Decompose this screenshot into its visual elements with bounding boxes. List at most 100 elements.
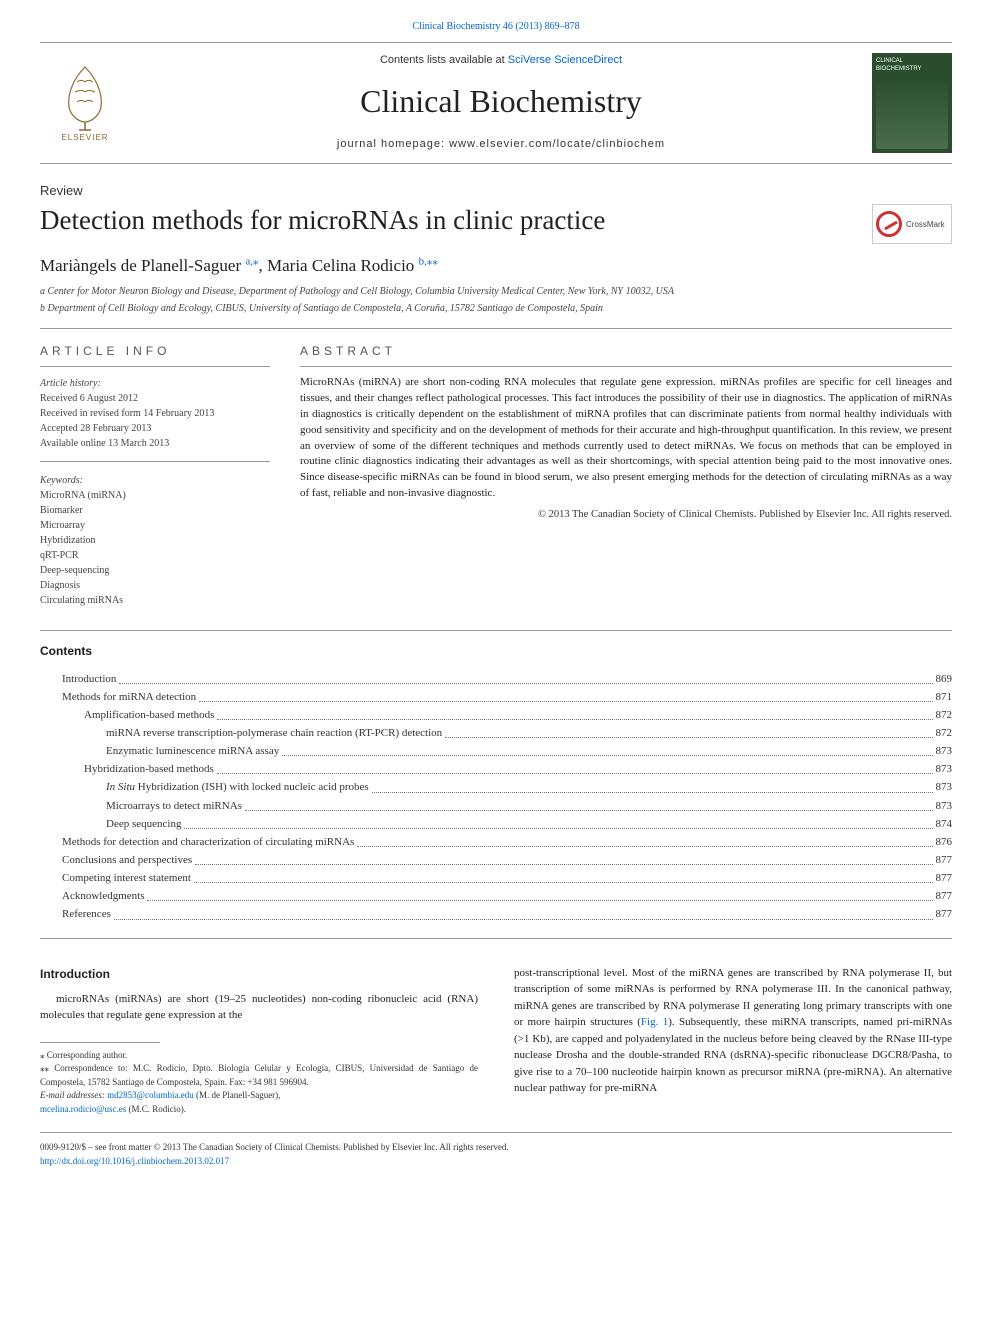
keyword: Circulating miRNAs (40, 593, 270, 608)
toc-title: Methods for miRNA detection (62, 688, 196, 706)
toc-dots (217, 760, 933, 774)
toc-page: 873 (936, 742, 953, 760)
article-title: Detection methods for microRNAs in clini… (40, 204, 852, 238)
email-1[interactable]: md2853@columbia.edu (107, 1090, 194, 1100)
affiliation-b: b Department of Cell Biology and Ecology… (40, 301, 952, 316)
footer-doi[interactable]: http://dx.doi.org/10.1016/j.clinbiochem.… (40, 1156, 229, 1166)
toc-dots (199, 688, 932, 702)
toc-title: Acknowledgments (62, 887, 144, 905)
running-citation: Clinical Biochemistry 46 (2013) 869–878 (40, 20, 952, 34)
toc-dots (195, 851, 932, 865)
toc-title: Competing interest statement (62, 869, 191, 887)
journal-name: Clinical Biochemistry (144, 79, 858, 124)
contents-available: Contents lists available at SciVerse Sci… (144, 53, 858, 68)
keyword: Deep-sequencing (40, 563, 270, 578)
toc-entry[interactable]: miRNA reverse transcription-polymerase c… (40, 724, 952, 742)
toc-title: Methods for detection and characterizati… (62, 833, 354, 851)
toc-title: miRNA reverse transcription-polymerase c… (106, 724, 442, 742)
fig-1-ref[interactable]: Fig. 1 (641, 1016, 668, 1028)
intro-heading: Introduction (40, 965, 478, 983)
toc-entry[interactable]: References877 (40, 905, 952, 923)
toc-title: Microarrays to detect miRNAs (106, 797, 242, 815)
toc-page: 872 (936, 706, 953, 724)
elsevier-logo: ELSEVIER (40, 53, 130, 153)
toc-dots (445, 724, 932, 738)
article-info-label: article info (40, 343, 270, 360)
keyword: qRT-PCR (40, 548, 270, 563)
history-received: Received 6 August 2012 (40, 391, 270, 406)
keyword: Biomarker (40, 503, 270, 518)
toc-title: Deep sequencing (106, 815, 181, 833)
keyword: Hybridization (40, 533, 270, 548)
abstract-copyright: © 2013 The Canadian Society of Clinical … (300, 508, 952, 523)
keyword: MicroRNA (miRNA) (40, 488, 270, 503)
toc-page: 869 (936, 670, 953, 688)
toc-dots (372, 778, 933, 792)
toc-page: 874 (936, 815, 953, 833)
toc-dots (217, 706, 932, 720)
journal-cover-thumb: CLINICAL BIOCHEMISTRY (872, 53, 952, 153)
journal-header: ELSEVIER Contents lists available at Sci… (40, 42, 952, 164)
footnote-corr2: ⁎⁎ Correspondence to: M.C. Rodicio, Dpto… (40, 1062, 478, 1089)
homepage-label: journal homepage: (337, 138, 449, 150)
author-line: Mariàngels de Planell-Saguer a,⁎, Maria … (40, 254, 952, 278)
toc-page: 873 (936, 797, 953, 815)
toc-dots (357, 833, 932, 847)
toc-entry[interactable]: Microarrays to detect miRNAs 873 (40, 797, 952, 815)
toc-entry[interactable]: Introduction 869 (40, 670, 952, 688)
toc-title: References (62, 905, 111, 923)
toc-entry[interactable]: Competing interest statement 877 (40, 869, 952, 887)
toc-dots (282, 742, 932, 756)
toc-title: Enzymatic luminescence miRNA assay (106, 742, 279, 760)
article-info-col: article info Article history: Received 6… (40, 343, 270, 608)
crossmark-badge[interactable]: CrossMark (872, 204, 952, 244)
toc-entry[interactable]: Amplification-based methods872 (40, 706, 952, 724)
toc-page: 872 (936, 724, 953, 742)
toc-entry[interactable]: Hybridization-based methods 873 (40, 760, 952, 778)
toc-entry[interactable]: Deep sequencing 874 (40, 815, 952, 833)
toc-dots (184, 815, 932, 829)
toc-dots (119, 670, 932, 684)
email-1-name: (M. de Planell-Saguer), (194, 1090, 281, 1100)
body-col-right: post-transcriptional level. Most of the … (514, 965, 952, 1117)
toc-entry[interactable]: Acknowledgments877 (40, 887, 952, 905)
toc-entry[interactable]: Enzymatic luminescence miRNA assay 873 (40, 742, 952, 760)
crossmark-text: CrossMark (906, 219, 945, 230)
toc-dots (194, 869, 933, 883)
toc-title: Hybridization-based methods (84, 760, 214, 778)
email-2-name: (M.C. Rodicio). (126, 1104, 186, 1114)
abstract-text: MicroRNAs (miRNA) are short non-coding R… (300, 375, 952, 503)
footnote-separator (40, 1042, 160, 1043)
abstract-label: abstract (300, 343, 952, 360)
toc-page: 873 (936, 778, 953, 796)
toc-entry[interactable]: Conclusions and perspectives877 (40, 851, 952, 869)
toc-page: 873 (936, 760, 953, 778)
toc-dots (114, 905, 933, 919)
abstract-col: abstract MicroRNAs (miRNA) are short non… (300, 343, 952, 608)
toc-entry[interactable]: Methods for miRNA detection871 (40, 688, 952, 706)
crossmark-icon (876, 211, 902, 237)
keyword: Diagnosis (40, 578, 270, 593)
toc-entry[interactable]: Methods for detection and characterizati… (40, 833, 952, 851)
sciencedirect-link[interactable]: SciVerse ScienceDirect (508, 54, 622, 66)
keywords-head: Keywords: (40, 474, 270, 488)
homepage-url[interactable]: www.elsevier.com/locate/clinbiochem (449, 138, 665, 150)
email-2[interactable]: mcelina.rodicio@usc.es (40, 1104, 126, 1114)
author-2: Maria Celina Rodicio (267, 256, 419, 275)
toc-title: In Situ Hybridization (ISH) with locked … (106, 778, 369, 796)
toc-page: 877 (936, 869, 953, 887)
author-join: , (259, 256, 268, 275)
article-type: Review (40, 182, 952, 200)
toc-entry[interactable]: In Situ Hybridization (ISH) with locked … (40, 778, 952, 796)
toc-dots (245, 797, 933, 811)
contents-block: Contents Introduction869Methods for miRN… (40, 630, 952, 939)
author-1: Mariàngels de Planell-Saguer (40, 256, 245, 275)
author-2-aff: b, (419, 256, 427, 268)
header-center: Contents lists available at SciVerse Sci… (144, 53, 858, 153)
affiliation-a: a Center for Motor Neuron Biology and Di… (40, 284, 952, 299)
journal-homepage: journal homepage: www.elsevier.com/locat… (144, 137, 858, 152)
footer-frontmatter: 0009-9120/$ – see front matter © 2013 Th… (40, 1141, 952, 1155)
toc-page: 877 (936, 851, 953, 869)
toc-title: Introduction (62, 670, 116, 688)
toc-dots (147, 887, 932, 901)
